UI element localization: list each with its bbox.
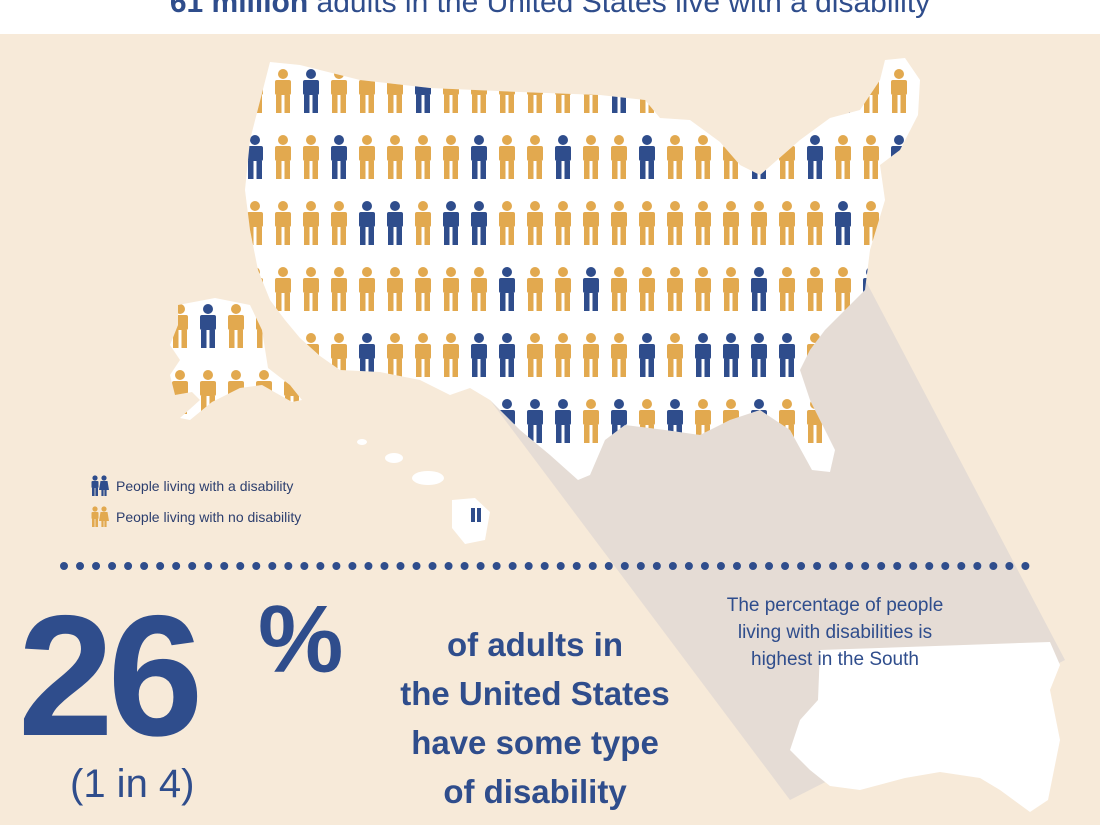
person-figure-icon (891, 201, 907, 245)
stat-description: of adults in the United States have some… (360, 620, 710, 816)
person-figure-icon (359, 399, 375, 443)
legend-label: People living with no disability (116, 508, 302, 525)
legend: People living with a disability People l… (90, 470, 301, 532)
dotted-divider (60, 562, 1030, 570)
south-note-line: living with disabilities is (737, 622, 933, 643)
hawaii-islands (357, 439, 490, 544)
headline-bold: 61 million (169, 0, 309, 19)
ratio-text: (1 in 4) (70, 762, 195, 806)
person-figure-icon (471, 399, 487, 443)
person-pair-icon (91, 505, 109, 527)
person-figure-icon (723, 69, 739, 113)
legend-label: People living with a disability (116, 477, 294, 494)
person-figure-icon (695, 69, 711, 113)
person-figure-icon (415, 399, 431, 443)
south-note-line: The percentage of people (726, 595, 944, 616)
person-figure-icon (387, 399, 403, 443)
legend-item-disability: People living with a disability (90, 470, 301, 501)
person-figure-icon (275, 399, 291, 443)
percent-value: 26 (18, 580, 203, 772)
percent-sign: % (258, 586, 344, 693)
person-figure-icon (835, 69, 851, 113)
person-figure-icon (284, 370, 300, 414)
legend-item-no-disability: People living with no disability (90, 501, 301, 532)
person-figure-icon (247, 69, 263, 113)
stat-line: the United States (400, 675, 670, 712)
person-figure-icon (751, 135, 767, 179)
headline-rest: adults in the United States live with a … (308, 0, 931, 19)
south-region-map (790, 642, 1060, 812)
person-figure-icon (891, 267, 907, 311)
south-note: The percentage of people living with dis… (690, 592, 980, 673)
person-figure-icon (443, 399, 459, 443)
person-figure-icon (667, 69, 683, 113)
person-figure-icon (247, 399, 263, 443)
stat-line: of disability (443, 773, 627, 810)
person-figure-icon (751, 69, 767, 113)
stat-line: have some type (411, 724, 659, 761)
stat-line: of adults in (447, 626, 623, 663)
person-figure-icon (275, 333, 291, 377)
south-note-line: highest in the South (751, 649, 919, 670)
person-figure-icon (256, 304, 272, 348)
person-pair-icon (91, 474, 109, 496)
headline-band: 61 million adults in the United States l… (0, 0, 1100, 34)
person-figure-icon (303, 399, 319, 443)
us-map-contiguous (245, 58, 920, 480)
person-figure-icon (807, 69, 823, 113)
headline: 61 million adults in the United States l… (0, 0, 1100, 20)
person-figure-icon (779, 69, 795, 113)
person-figure-icon (331, 399, 347, 443)
